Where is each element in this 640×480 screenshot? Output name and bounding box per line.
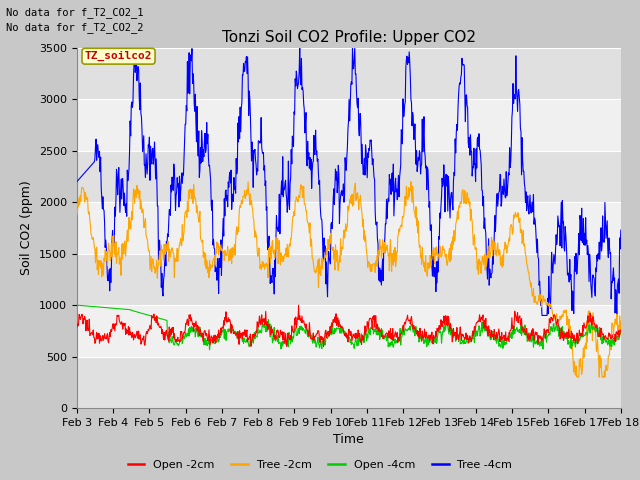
- Legend: Open -2cm, Tree -2cm, Open -4cm, Tree -4cm: Open -2cm, Tree -2cm, Open -4cm, Tree -4…: [123, 456, 517, 474]
- Bar: [77, 151, 621, 202]
- Bar: [77, 48, 621, 99]
- Y-axis label: Soil CO2 (ppm): Soil CO2 (ppm): [20, 180, 33, 276]
- Bar: [77, 254, 621, 305]
- Bar: [77, 305, 621, 357]
- Bar: [77, 357, 621, 408]
- Title: Tonzi Soil CO2 Profile: Upper CO2: Tonzi Soil CO2 Profile: Upper CO2: [222, 30, 476, 46]
- X-axis label: Time: Time: [333, 433, 364, 446]
- Bar: [77, 99, 621, 151]
- Text: TZ_soilco2: TZ_soilco2: [84, 51, 152, 61]
- Text: No data for f_T2_CO2_1: No data for f_T2_CO2_1: [6, 7, 144, 18]
- Bar: [77, 202, 621, 254]
- Text: No data for f_T2_CO2_2: No data for f_T2_CO2_2: [6, 22, 144, 33]
